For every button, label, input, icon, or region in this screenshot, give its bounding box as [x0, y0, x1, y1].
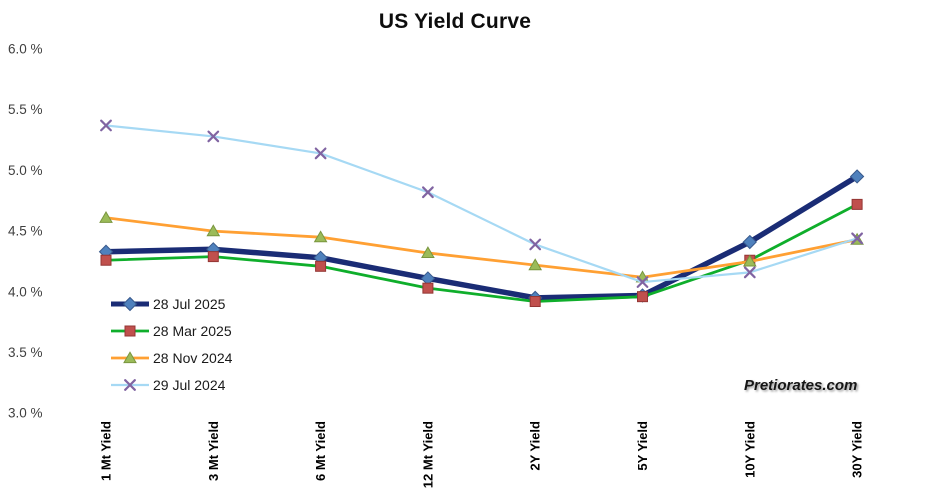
legend-item: 28 Nov 2024 [110, 344, 232, 371]
diamond-marker [742, 234, 758, 250]
legend-swatch [111, 378, 149, 391]
y-axis-tick-label: 4.5 % [8, 224, 43, 239]
x-axis-tick-label: 2Y Yield [528, 421, 543, 471]
x-marker [207, 130, 220, 143]
diamond-icon [122, 296, 138, 311]
x-marker [636, 276, 649, 288]
x-marker [422, 186, 434, 199]
chart-title: US Yield Curve [378, 10, 532, 33]
square-marker [529, 296, 541, 308]
triangle-marker [742, 254, 757, 267]
legend-label: 28 Mar 2025 [153, 322, 232, 339]
legend-item: 28 Jul 2025 [110, 290, 232, 317]
y-axis-tick-label: 4.0 % [8, 284, 43, 299]
x-marker [100, 119, 112, 132]
square-marker [100, 254, 112, 266]
triangle-marker [313, 230, 328, 243]
triangle-marker [206, 224, 221, 237]
x-axis-tick-label: 6 Mt Yield [313, 421, 328, 481]
legend-swatch [111, 350, 149, 363]
square-icon [124, 325, 136, 336]
series-line-28-nov-2024 [104, 216, 859, 279]
x-icon [124, 378, 136, 391]
y-axis-tick-label: 5.0 % [8, 163, 43, 178]
square-marker [637, 291, 648, 303]
diamond-marker [849, 169, 865, 184]
series-line-29-jul-2024 [104, 124, 859, 284]
x-axis-tick-label: 1 Mt Yield [99, 421, 114, 481]
square-marker [422, 282, 434, 294]
triangle-marker [528, 258, 543, 271]
x-marker [743, 266, 756, 279]
square-marker [315, 260, 327, 272]
chart-legend: 28 Jul 2025 28 Mar 2025 28 Nov 2024 29 Jul … [110, 290, 232, 398]
x-axis-tick-label: 30Y Yield [850, 421, 865, 478]
triangle-marker [421, 246, 435, 259]
watermark-text: Pretiorates.com [744, 377, 858, 394]
square-marker [851, 198, 863, 210]
x-axis-tick-label: 10Y Yield [742, 421, 757, 478]
legend-label: 28 Nov 2024 [153, 349, 233, 366]
series-line-28-jul-2025 [103, 173, 860, 301]
triangle-marker [99, 210, 113, 223]
y-axis-tick-label: 5.5 % [8, 102, 43, 117]
square-marker [207, 251, 219, 263]
x-marker [529, 238, 542, 251]
legend-swatch [111, 296, 149, 311]
x-axis-tick-label: 3 Mt Yield [206, 421, 221, 481]
legend-item: 28 Mar 2025 [110, 317, 232, 344]
legend-swatch [111, 325, 149, 336]
legend-label: 29 Jul 2024 [153, 376, 226, 393]
y-axis-tick-label: 3.5 % [8, 345, 43, 360]
x-axis-tick-label: 5Y Yield [635, 421, 650, 471]
x-axis-tick-label: 12 Mt Yield [420, 421, 435, 488]
series-line-28-mar-2025 [104, 202, 859, 303]
x-marker [314, 147, 327, 160]
x-marker [851, 232, 863, 245]
legend-label: 28 Jul 2025 [153, 295, 226, 312]
y-axis-tick-label: 6.0 % [8, 42, 43, 57]
y-axis-tick-label: 3.0 % [8, 406, 43, 421]
triangle-icon [123, 350, 137, 363]
legend-item: 29 Jul 2024 [110, 371, 232, 398]
